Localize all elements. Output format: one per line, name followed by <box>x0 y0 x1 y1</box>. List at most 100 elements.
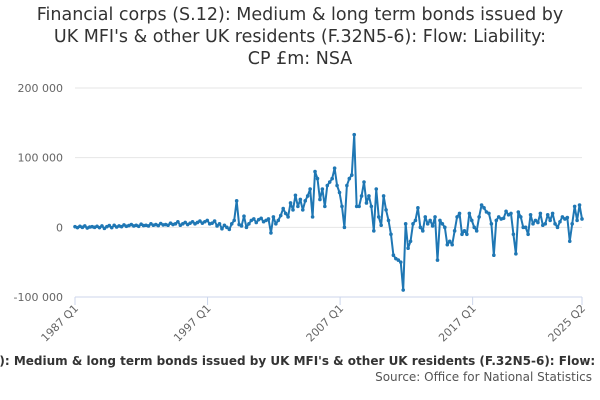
data-point[interactable] <box>293 193 298 198</box>
data-point[interactable] <box>550 211 555 216</box>
data-point[interactable] <box>560 215 565 219</box>
data-point[interactable] <box>225 225 229 230</box>
data-point[interactable] <box>291 208 295 212</box>
data-point[interactable] <box>266 217 271 221</box>
data-point[interactable] <box>398 260 403 264</box>
data-point[interactable] <box>575 218 579 223</box>
data-point[interactable] <box>283 211 288 216</box>
data-point[interactable] <box>565 215 570 220</box>
data-point[interactable] <box>318 197 322 202</box>
data-point[interactable] <box>494 218 499 223</box>
data-point[interactable] <box>296 204 300 209</box>
data-point[interactable] <box>447 239 452 244</box>
data-point[interactable] <box>403 222 408 226</box>
data-point[interactable] <box>580 217 584 221</box>
data-point[interactable] <box>545 212 550 217</box>
data-point[interactable] <box>220 226 224 231</box>
data-point[interactable] <box>305 194 310 198</box>
data-point[interactable] <box>252 217 256 221</box>
data-point[interactable] <box>526 232 530 237</box>
data-point[interactable] <box>450 242 454 247</box>
data-point[interactable] <box>511 232 516 237</box>
data-point[interactable] <box>516 210 521 214</box>
data-point[interactable] <box>531 222 535 226</box>
data-point[interactable] <box>406 246 410 251</box>
data-point[interactable] <box>423 215 428 219</box>
data-point[interactable] <box>396 258 401 262</box>
data-point[interactable] <box>190 219 195 224</box>
data-point[interactable] <box>227 227 232 232</box>
data-point[interactable] <box>325 183 330 188</box>
data-point[interactable] <box>438 218 442 223</box>
data-point[interactable] <box>362 180 366 184</box>
data-point[interactable] <box>430 224 435 228</box>
data-point[interactable] <box>376 215 381 219</box>
data-point[interactable] <box>254 220 259 225</box>
data-point[interactable] <box>523 225 528 230</box>
data-point[interactable] <box>183 220 188 225</box>
data-point[interactable] <box>342 225 347 230</box>
data-point[interactable] <box>379 223 383 228</box>
data-point[interactable] <box>359 194 364 198</box>
data-point[interactable] <box>389 232 393 237</box>
data-point[interactable] <box>210 221 214 225</box>
data-point[interactable] <box>345 183 349 188</box>
data-point[interactable] <box>313 169 317 174</box>
data-point[interactable] <box>460 232 464 237</box>
data-point[interactable] <box>298 197 303 202</box>
data-point[interactable] <box>425 222 430 226</box>
data-point[interactable] <box>433 215 437 219</box>
data-point[interactable] <box>278 213 283 218</box>
data-point[interactable] <box>271 215 276 219</box>
data-point[interactable] <box>455 215 459 219</box>
data-point[interactable] <box>428 218 432 223</box>
data-point[interactable] <box>467 211 472 216</box>
data-point[interactable] <box>286 215 290 219</box>
data-point[interactable] <box>462 229 467 233</box>
data-point[interactable] <box>577 203 582 207</box>
data-point[interactable] <box>276 218 281 223</box>
data-point[interactable] <box>445 242 450 247</box>
data-point[interactable] <box>247 222 251 226</box>
data-point[interactable] <box>411 222 415 226</box>
data-point[interactable] <box>477 215 481 219</box>
data-point[interactable] <box>492 253 496 257</box>
data-point[interactable] <box>518 215 523 219</box>
data-point[interactable] <box>465 232 469 237</box>
data-point[interactable] <box>384 208 388 212</box>
data-point[interactable] <box>288 201 293 205</box>
data-point[interactable] <box>320 187 325 191</box>
data-point[interactable] <box>215 224 219 228</box>
data-point[interactable] <box>198 219 202 223</box>
data-point[interactable] <box>533 218 538 223</box>
data-point[interactable] <box>323 204 327 209</box>
data-point[interactable] <box>482 206 486 210</box>
data-point[interactable] <box>369 204 374 209</box>
data-point[interactable] <box>349 173 354 177</box>
data-point[interactable] <box>136 224 141 229</box>
data-point[interactable] <box>381 194 386 198</box>
data-point[interactable] <box>374 187 379 191</box>
data-point[interactable] <box>487 211 491 216</box>
data-point[interactable] <box>303 199 308 203</box>
data-point[interactable] <box>335 183 339 188</box>
data-point[interactable] <box>340 204 344 209</box>
data-point[interactable] <box>570 222 574 226</box>
data-point[interactable] <box>274 222 278 226</box>
data-point[interactable] <box>107 223 112 228</box>
data-point[interactable] <box>352 132 357 137</box>
data-point[interactable] <box>234 199 239 203</box>
data-point[interactable] <box>281 206 285 211</box>
data-point[interactable] <box>555 225 560 230</box>
data-point[interactable] <box>548 218 552 223</box>
data-point[interactable] <box>496 215 501 219</box>
data-point[interactable] <box>332 166 337 170</box>
data-point[interactable] <box>222 223 227 228</box>
data-point[interactable] <box>472 225 477 230</box>
data-point[interactable] <box>435 258 440 262</box>
data-point[interactable] <box>239 224 244 228</box>
data-point[interactable] <box>244 225 249 230</box>
data-point[interactable] <box>242 214 246 218</box>
data-point[interactable] <box>217 222 222 226</box>
data-point[interactable] <box>543 222 548 226</box>
